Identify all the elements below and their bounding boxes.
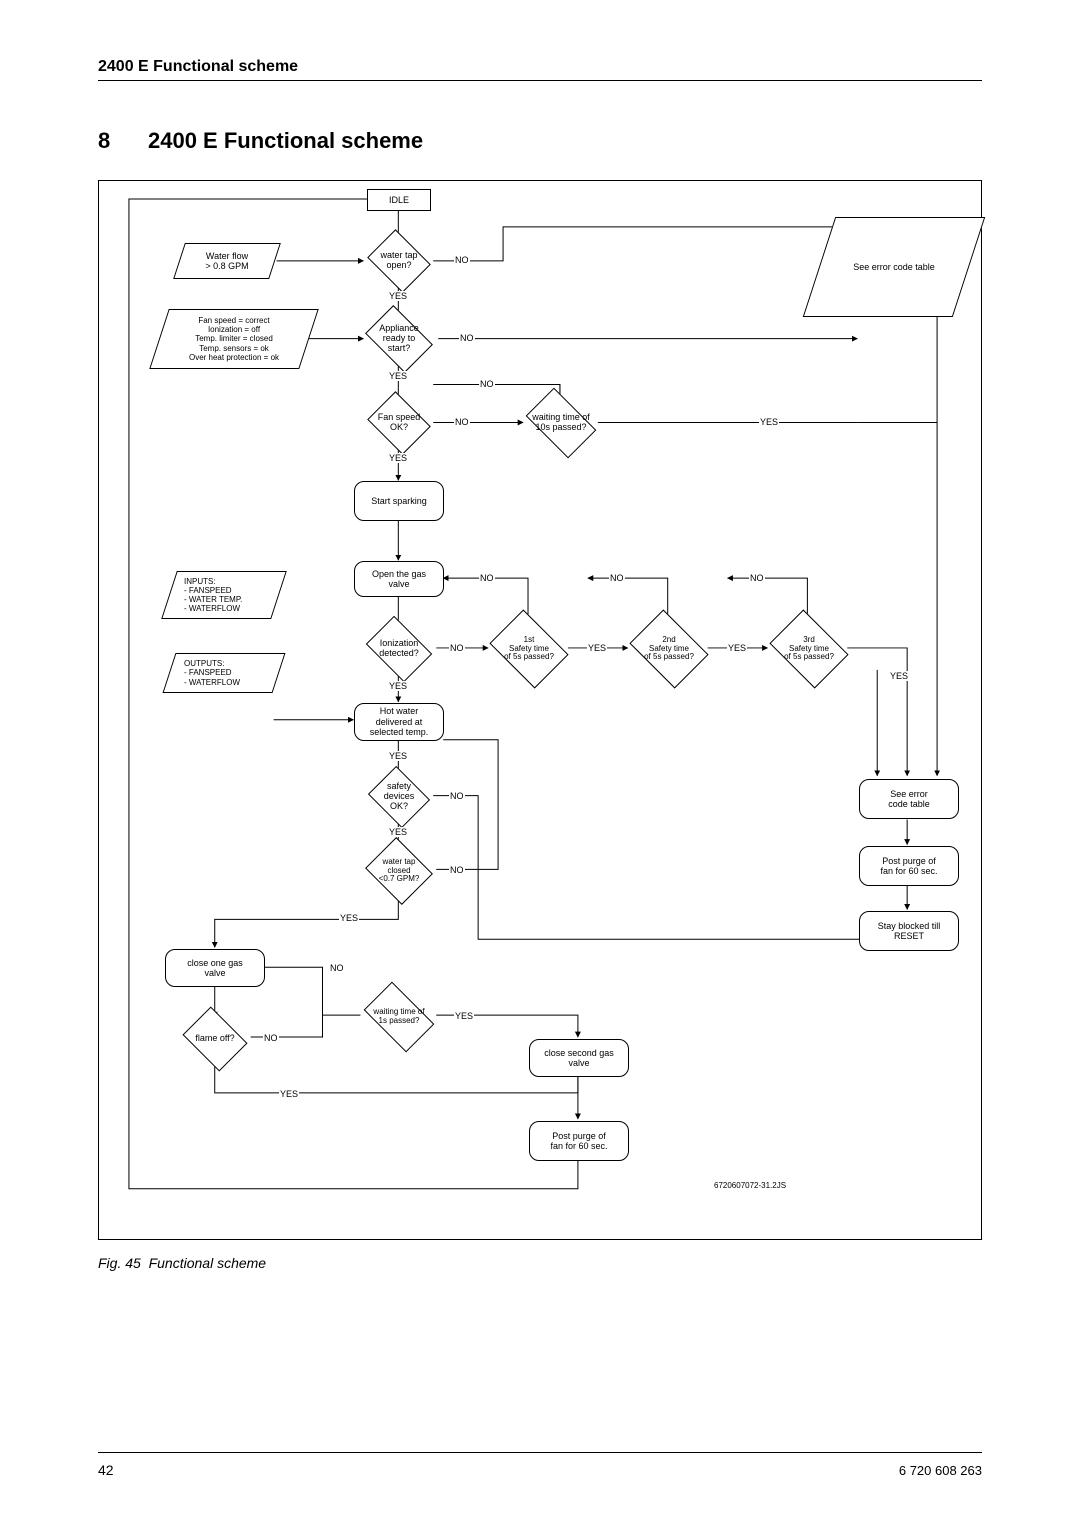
running-header: 2400 E Functional scheme [98,58,298,76]
node-open-gas: Open the gasvalve [354,561,444,597]
note-see-error-top-label: See error code table [820,218,968,316]
decision-safety-1-label: 1stSafety timeof 5s passed? [497,625,561,673]
decision-wait-10s-label: waiting time of10s passed? [531,403,591,443]
note-water-flow: Water flow> 0.8 GPM [173,243,281,279]
label-no: NO [459,333,475,343]
node-idle: IDLE [367,189,431,211]
note-see-error-top: See error code table [803,217,985,317]
drawing-id: 6720607072-31.2JS [714,1181,786,1190]
node-stay-blocked: Stay blocked tillRESET [859,911,959,951]
decision-ionization: Ionizationdetected? [372,629,426,669]
decision-safety-ok: safetydevicesOK? [375,777,423,817]
label-no: NO [479,379,495,389]
node-close-one-gas: close one gasvalve [165,949,265,987]
section-title: 2400 E Functional scheme [148,128,423,154]
label-yes: YES [388,291,408,301]
label-no: NO [454,255,470,265]
section-number: 8 [98,128,110,154]
note-fan-conditions: Fan speed = correctIonization = offTemp.… [149,309,318,369]
node-post-purge-right: Post purge offan for 60 sec. [859,846,959,886]
note-inputs-label: INPUTS:- FANSPEED- WATER TEMP.- WATERFLO… [170,572,278,618]
node-see-error-box: See errorcode table [859,779,959,819]
label-no: NO [609,573,625,583]
decision-safety-3-label: 3rdSafety timeof 5s passed? [777,625,841,673]
node-start-sparking: Start sparking [354,481,444,521]
footer-rule [98,1452,982,1453]
node-post-purge-bottom: Post purge offan for 60 sec. [529,1121,629,1161]
label-yes: YES [454,1011,474,1021]
label-no: NO [449,643,465,653]
label-yes: YES [889,671,909,681]
decision-ionization-label: Ionizationdetected? [372,629,426,669]
decision-safety-ok-label: safetydevicesOK? [375,777,423,817]
decision-wait-10s: waiting time of10s passed? [531,403,591,443]
decision-flame-off-label: flame off? [189,1019,241,1059]
decision-flame-off: flame off? [189,1019,241,1059]
figure-caption: Fig. 45 Functional scheme [98,1255,266,1271]
flowchart-diagram: IDLE Water flow> 0.8 GPM water tapopen? … [98,180,982,1240]
decision-safety-2-label: 2ndSafety timeof 5s passed? [637,625,701,673]
label-yes: YES [388,751,408,761]
note-fan-conditions-label: Fan speed = correctIonization = offTemp.… [160,310,308,368]
page-number: 42 [98,1462,114,1478]
note-outputs: OUTPUTS:- FANSPEED- WATERFLOW [163,653,286,693]
decision-tap-closed: water tapclosed<0.7 GPM? [373,849,425,893]
document-number: 6 720 608 263 [899,1463,982,1478]
label-no: NO [479,573,495,583]
label-yes: YES [388,371,408,381]
label-no: NO [749,573,765,583]
decision-appliance-ready: Applianceready to start? [371,319,427,359]
decision-appliance-ready-label: Applianceready to start? [371,319,427,359]
note-outputs-label: OUTPUTS:- FANSPEED- WATERFLOW [170,654,278,692]
label-no: NO [263,1033,279,1043]
note-inputs: INPUTS:- FANSPEED- WATER TEMP.- WATERFLO… [161,571,287,619]
decision-safety-1: 1stSafety timeof 5s passed? [497,625,561,673]
label-yes: YES [388,453,408,463]
decision-fan-speed-ok: Fan speedOK? [374,403,424,443]
label-yes: YES [759,417,779,427]
decision-tap-closed-label: water tapclosed<0.7 GPM? [373,849,425,893]
decision-safety-3: 3rdSafety timeof 5s passed? [777,625,841,673]
note-water-flow-label: Water flow> 0.8 GPM [180,244,274,278]
node-close-second-gas: close second gasvalve [529,1039,629,1077]
node-hot-water: Hot waterdelivered atselected temp. [354,703,444,741]
label-yes: YES [339,913,359,923]
label-no: NO [449,865,465,875]
label-yes: YES [388,681,408,691]
decision-fan-speed-ok-label: Fan speedOK? [374,403,424,443]
header-rule [98,80,982,81]
figure-caption-prefix: Fig. 45 [98,1255,141,1271]
decision-wait-1s-label: waiting time of1s passed? [369,997,429,1037]
decision-wait-1s: waiting time of1s passed? [369,997,429,1037]
label-no: NO [329,963,345,973]
label-no: NO [454,417,470,427]
decision-water-tap-open: water tapopen? [374,241,424,281]
decision-water-tap-open-label: water tapopen? [374,241,424,281]
label-yes: YES [587,643,607,653]
label-no: NO [449,791,465,801]
label-yes: YES [388,827,408,837]
label-yes: YES [279,1089,299,1099]
decision-safety-2: 2ndSafety timeof 5s passed? [637,625,701,673]
figure-caption-text: Functional scheme [149,1255,267,1271]
label-yes: YES [727,643,747,653]
